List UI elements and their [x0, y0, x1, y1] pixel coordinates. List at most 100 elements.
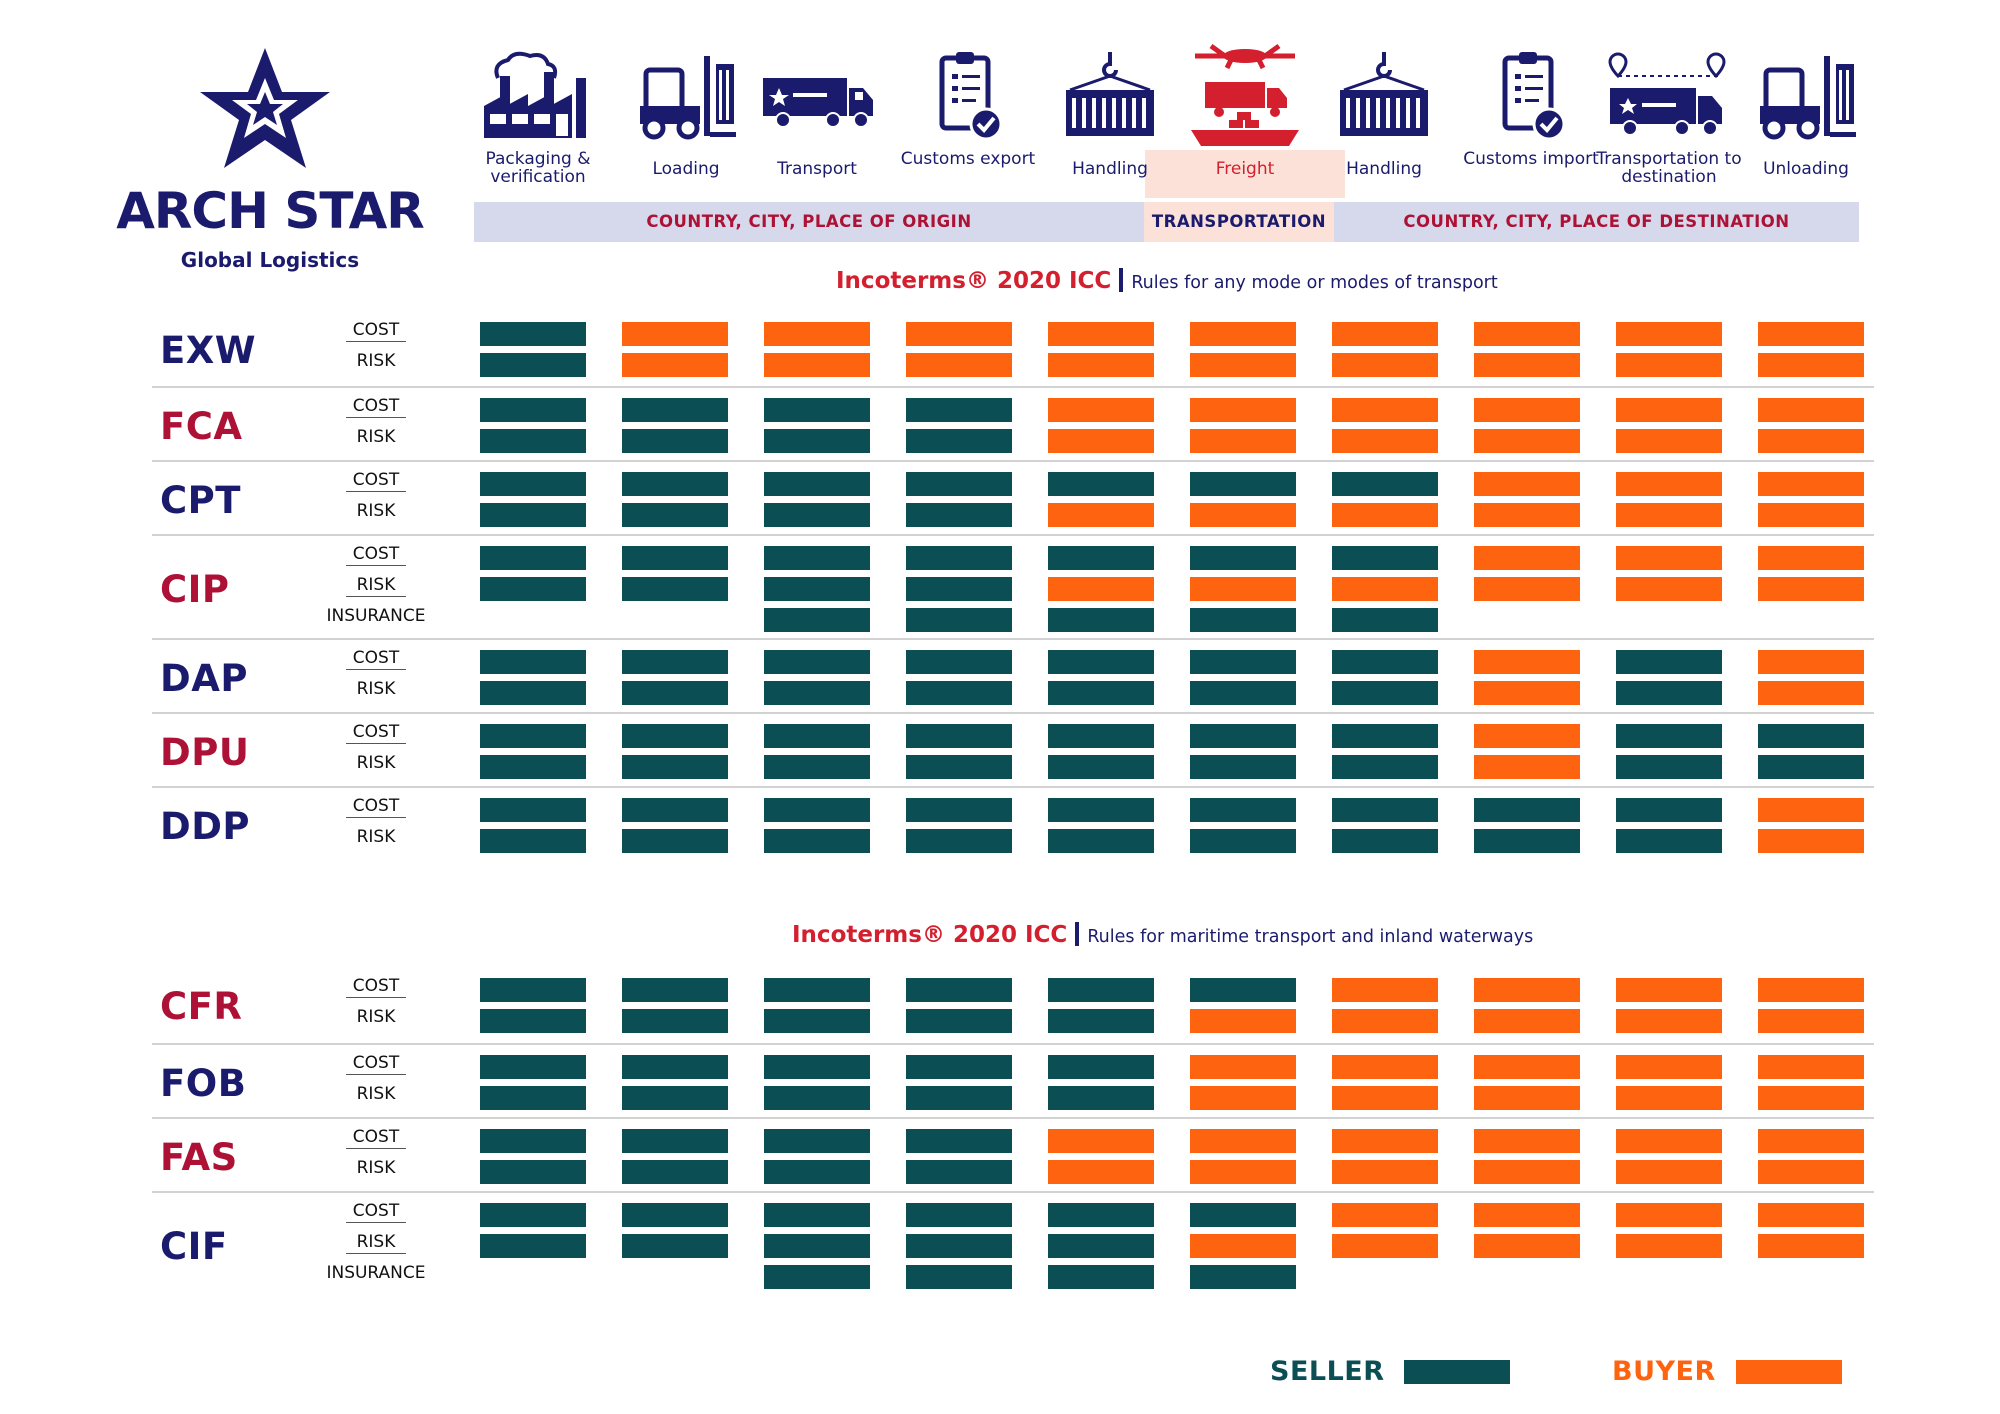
incoterm-code-cif: CIF	[160, 1225, 228, 1268]
brand-tagline: Global Logistics	[180, 248, 360, 272]
buyer-cell	[906, 322, 1012, 346]
seller-cell	[622, 1055, 728, 1079]
row-divider	[152, 638, 1874, 640]
buyer-cell	[1048, 1160, 1154, 1184]
step-label: Customs import	[1463, 149, 1599, 169]
row-label-insurance: INSURANCE	[326, 606, 426, 626]
truck-route-icon	[1589, 48, 1749, 143]
incoterm-code-cip: CIP	[160, 568, 230, 611]
buyer-cell	[1474, 681, 1580, 705]
seller-cell	[622, 1129, 728, 1153]
seller-cell	[480, 429, 586, 453]
seller-cell	[1332, 608, 1438, 632]
seller-cell	[906, 1086, 1012, 1110]
buyer-cell	[1190, 1160, 1296, 1184]
seller-cell	[1616, 650, 1722, 674]
buyer-cell	[1332, 398, 1438, 422]
seller-cell	[764, 577, 870, 601]
buyer-cell	[1616, 429, 1722, 453]
step-label: Transportation to destination	[1596, 149, 1742, 187]
buyer-cell	[1332, 322, 1438, 346]
buyer-cell	[622, 353, 728, 377]
buyer-cell	[1758, 429, 1864, 453]
seller-cell	[764, 829, 870, 853]
buyer-cell	[1048, 353, 1154, 377]
seller-cell	[1332, 472, 1438, 496]
buyer-cell	[1474, 546, 1580, 570]
seller-cell	[906, 1129, 1012, 1153]
seller-cell	[1474, 798, 1580, 822]
row-label-cost: COST	[346, 396, 406, 418]
row-label-cost: COST	[346, 320, 406, 342]
seller-cell	[480, 798, 586, 822]
step-label: Handling	[1072, 159, 1148, 179]
seller-cell	[764, 429, 870, 453]
seller-cell	[622, 472, 728, 496]
seller-cell	[1048, 1265, 1154, 1289]
row-label-cost: COST	[346, 648, 406, 670]
seller-cell	[1616, 798, 1722, 822]
clipboard-check-icon	[888, 48, 1048, 143]
buyer-cell	[1474, 1203, 1580, 1227]
seller-cell	[480, 650, 586, 674]
buyer-cell	[1332, 577, 1438, 601]
seller-cell	[906, 546, 1012, 570]
seller-cell	[480, 1009, 586, 1033]
band-transportation: TRANSPORTATION	[1144, 202, 1334, 242]
row-divider	[152, 786, 1874, 788]
crane-container-icon	[1304, 48, 1464, 143]
seller-cell	[906, 755, 1012, 779]
truck-icon	[737, 48, 897, 143]
buyer-cell	[1758, 681, 1864, 705]
step-4	[888, 48, 1048, 143]
seller-cell	[906, 650, 1012, 674]
crane-container-icon	[1030, 48, 1190, 143]
seller-cell	[480, 503, 586, 527]
buyer-cell	[764, 353, 870, 377]
seller-cell	[480, 1234, 586, 1258]
buyer-cell	[1332, 1009, 1438, 1033]
seller-cell	[764, 1160, 870, 1184]
seller-cell	[764, 546, 870, 570]
seller-cell	[906, 503, 1012, 527]
buyer-cell	[1758, 1086, 1864, 1110]
step-10	[1726, 48, 1886, 143]
step-label: Loading	[652, 159, 720, 179]
seller-cell	[1332, 650, 1438, 674]
row-divider	[152, 460, 1874, 462]
buyer-cell	[1616, 577, 1722, 601]
row-label-insurance: INSURANCE	[326, 1263, 426, 1283]
section-title-separator	[1119, 268, 1124, 292]
buyer-cell	[1616, 353, 1722, 377]
buyer-cell	[1048, 503, 1154, 527]
buyer-cell	[1758, 829, 1864, 853]
buyer-cell	[1474, 577, 1580, 601]
incoterm-code-exw: EXW	[160, 328, 257, 372]
seller-cell	[480, 1055, 586, 1079]
seller-cell	[1332, 724, 1438, 748]
step-2	[606, 48, 766, 143]
legend-seller-swatch	[1404, 1360, 1510, 1384]
buyer-cell	[1190, 1234, 1296, 1258]
step-7	[1304, 48, 1464, 143]
step-label: Handling	[1346, 159, 1422, 179]
seller-cell	[480, 829, 586, 853]
seller-cell	[622, 429, 728, 453]
seller-cell	[1190, 546, 1296, 570]
step-3	[737, 48, 897, 143]
step-label: Packaging & verification	[485, 149, 591, 187]
seller-cell	[1190, 1203, 1296, 1227]
buyer-cell	[1616, 1086, 1722, 1110]
seller-cell	[1616, 755, 1722, 779]
seller-cell	[906, 1009, 1012, 1033]
buyer-cell	[1048, 1129, 1154, 1153]
row-label-cost: COST	[346, 544, 406, 566]
seller-cell	[906, 1203, 1012, 1227]
seller-cell	[622, 1009, 728, 1033]
seller-cell	[764, 1234, 870, 1258]
buyer-cell	[764, 322, 870, 346]
buyer-cell	[1332, 1234, 1438, 1258]
buyer-cell	[1332, 1160, 1438, 1184]
seller-cell	[1048, 1055, 1154, 1079]
seller-cell	[622, 398, 728, 422]
